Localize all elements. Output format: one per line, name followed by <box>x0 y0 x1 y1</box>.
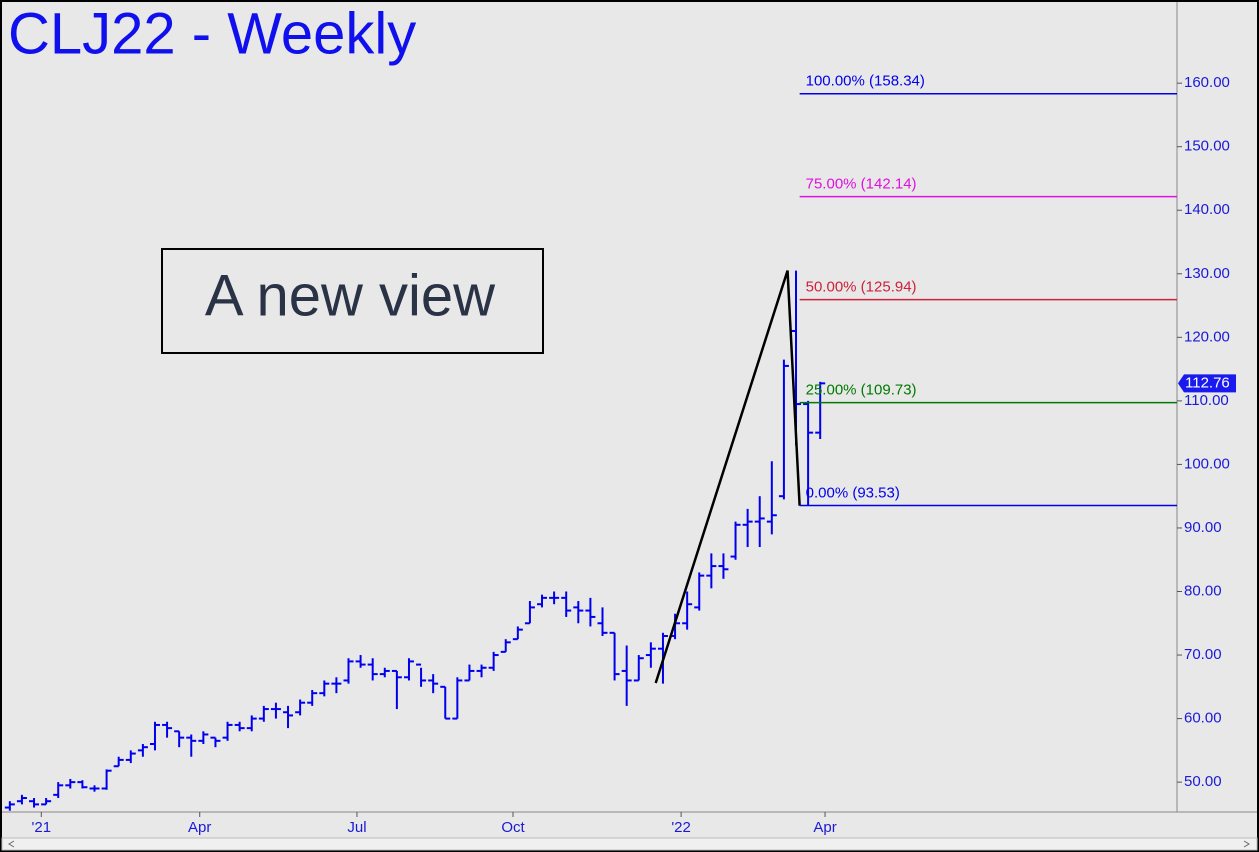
level-label: 75.00% (142.14) <box>806 176 917 193</box>
chart-title: CLJ22 - Weekly <box>8 1 416 66</box>
price-tag <box>1178 374 1236 393</box>
pattern-line <box>654 270 801 684</box>
y-tick-label: 120.00 <box>1184 328 1230 345</box>
y-tick-label: 150.00 <box>1184 138 1230 155</box>
scroll-right[interactable] <box>1243 840 1250 848</box>
y-tick-label: 90.00 <box>1184 519 1222 536</box>
x-tick-label: '22 <box>671 819 691 836</box>
y-tick-label: 50.00 <box>1184 773 1222 790</box>
y-tick-label: 100.00 <box>1184 455 1230 472</box>
x-tick-label: Jul <box>347 819 366 836</box>
annotation-box <box>161 248 544 354</box>
scroll-left[interactable] <box>8 840 15 848</box>
level-label: 50.00% (125.94) <box>806 279 917 296</box>
annotation: A new view <box>205 263 496 328</box>
y-tick-label: 130.00 <box>1184 265 1230 282</box>
y-tick-label: 110.00 <box>1184 392 1229 409</box>
y-tick-label: 60.00 <box>1184 710 1222 727</box>
x-tick-label: '21 <box>32 819 52 836</box>
price-tag-label: 112.76 <box>1185 374 1230 391</box>
x-tick-label: Apr <box>188 819 211 836</box>
x-tick-label: Oct <box>501 819 525 836</box>
y-tick-label: 160.00 <box>1184 74 1230 91</box>
level-label: 0.00% (93.53) <box>806 484 900 501</box>
y-tick-label: 140.00 <box>1184 201 1230 218</box>
x-tick-label: Apr <box>813 819 836 836</box>
y-tick-label: 70.00 <box>1184 646 1222 663</box>
y-tick-label: 80.00 <box>1184 582 1222 599</box>
scrollbar-track[interactable] <box>1 837 1258 851</box>
level-label: 100.00% (158.34) <box>806 73 925 90</box>
scrollbar[interactable] <box>1 837 1258 851</box>
level-label: 25.00% (109.73) <box>806 382 917 399</box>
